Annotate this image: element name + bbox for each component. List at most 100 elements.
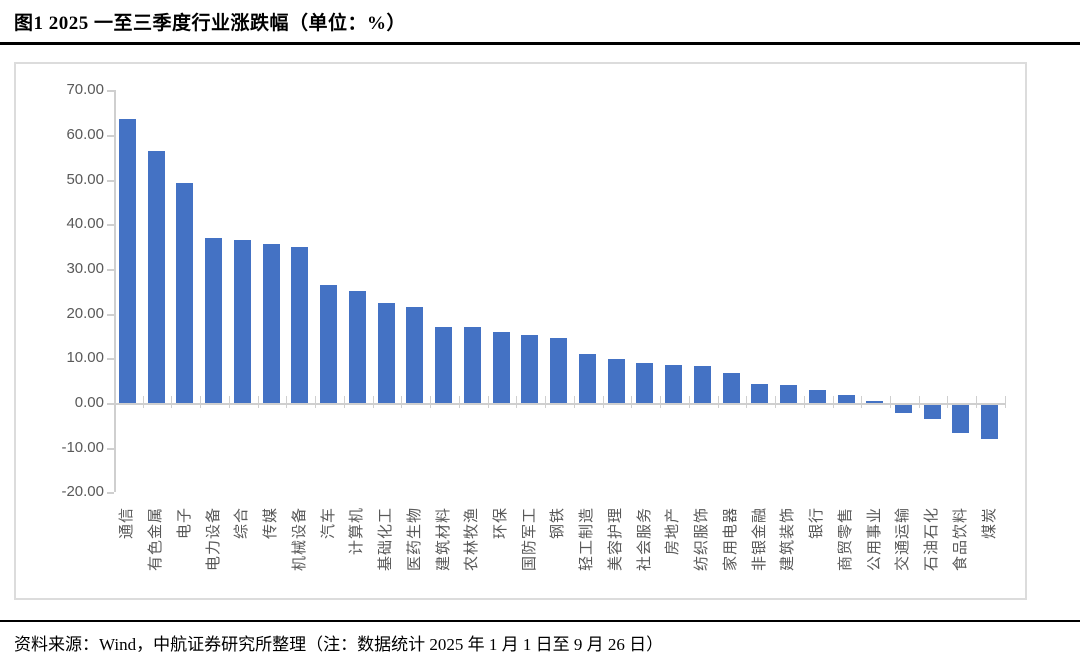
bar (665, 365, 683, 403)
bar (406, 306, 424, 403)
x-axis-tick (832, 396, 834, 408)
x-axis-tick (573, 396, 575, 408)
category-label: 基础化工 (377, 507, 395, 572)
category-label: 传媒 (262, 507, 280, 540)
bar (320, 284, 338, 403)
y-axis-tick-label: 0.00 (74, 394, 104, 411)
category-label: 商贸零售 (836, 507, 854, 572)
bar (176, 182, 194, 403)
footer-divider (0, 620, 1080, 622)
plot-area: 70.00 60.00 50.00 40.00 30.00 20.00 10.00 0.00 -… (16, 64, 1025, 598)
y-axis-tick-label: 20.00 (66, 304, 104, 322)
y-axis-tick (107, 313, 114, 316)
x-axis-tick (889, 396, 891, 408)
x-axis-tick (401, 396, 403, 408)
bar (636, 363, 654, 403)
x-axis-tick (688, 396, 690, 408)
bar (837, 394, 855, 403)
category-label: 食品饮料 (951, 507, 969, 572)
x-axis-tick (372, 396, 374, 408)
bar (722, 372, 740, 403)
x-axis-tick (228, 396, 230, 408)
x-axis-tick (602, 396, 604, 408)
x-axis-tick (487, 396, 489, 408)
category-label: 建筑装饰 (779, 507, 797, 572)
x-axis-tick (631, 396, 633, 408)
bar (463, 327, 481, 403)
x-axis-tick (286, 396, 288, 408)
bar (894, 405, 912, 414)
bar (262, 244, 280, 403)
bar (348, 291, 366, 403)
x-axis-tick (516, 396, 518, 408)
y-axis-tick (107, 447, 114, 450)
y-axis-tick (107, 358, 114, 361)
x-axis-tick (458, 396, 460, 408)
x-axis-tick (803, 396, 805, 408)
title-divider (0, 42, 1080, 45)
category-label: 银行 (808, 507, 826, 540)
category-label: 钢铁 (549, 507, 567, 540)
y-axis-tick (107, 134, 114, 137)
bar (693, 366, 711, 403)
x-axis-tick (315, 396, 317, 408)
x-axis-tick (343, 396, 345, 408)
x-axis-tick (717, 396, 719, 408)
category-label: 非银金融 (750, 507, 768, 572)
x-axis-tick (775, 396, 777, 408)
bar (521, 334, 539, 403)
category-label: 公用事业 (865, 507, 883, 572)
y-axis-tick-label: -10.00 (61, 438, 104, 456)
category-label: 医药生物 (405, 507, 423, 572)
category-label: 汽车 (319, 507, 337, 540)
bar (780, 385, 798, 403)
y-axis-tick-label: 60.00 (66, 125, 104, 143)
chart-frame: 70.00 60.00 50.00 40.00 30.00 20.00 10.00 0.00 -… (14, 62, 1027, 600)
category-label: 电力设备 (204, 507, 222, 572)
category-label: 有色金属 (147, 507, 165, 572)
bar (233, 240, 251, 403)
x-axis-line (114, 403, 1006, 405)
bar (808, 390, 826, 403)
y-axis-tick (107, 403, 114, 405)
category-label: 家用电器 (721, 507, 739, 572)
y-axis-tick-label: 40.00 (66, 215, 104, 233)
y-axis-tick (107, 492, 114, 495)
y-axis-tick (107, 179, 114, 182)
y-axis-tick (107, 268, 114, 271)
category-label: 电子 (175, 507, 193, 540)
bar (492, 331, 510, 403)
y-axis-tick-label: 10.00 (66, 349, 104, 367)
category-label: 机械设备 (290, 507, 308, 572)
x-axis-tick (1004, 396, 1006, 408)
category-label: 环保 (491, 507, 509, 540)
y-axis-tick (107, 224, 114, 227)
x-axis-tick (430, 396, 432, 408)
category-label: 通信 (118, 507, 136, 540)
x-axis-tick (918, 396, 920, 408)
category-label: 石油石化 (923, 507, 941, 572)
bar (119, 119, 136, 403)
x-axis-tick (142, 396, 144, 408)
y-axis-tick-label: 70.00 (66, 81, 104, 99)
x-axis-tick (947, 396, 949, 408)
bar (291, 246, 309, 403)
bar (981, 405, 999, 439)
x-axis-tick (746, 396, 748, 408)
category-label: 建筑材料 (434, 507, 452, 572)
x-axis-tick (660, 396, 662, 408)
category-label: 煤炭 (980, 507, 998, 540)
bar (923, 405, 941, 420)
x-axis-tick (861, 396, 863, 408)
y-axis-tick (107, 90, 114, 93)
category-label: 国防军工 (520, 507, 538, 572)
category-label: 纺织服饰 (693, 507, 711, 572)
y-axis-line (114, 90, 116, 493)
category-label: 轻工制造 (578, 507, 596, 572)
y-axis-tick-label: 30.00 (66, 259, 104, 277)
source-note: 资料来源：Wind，中航证券研究所整理（注：数据统计 2025 年 1 月 1 … (14, 635, 664, 654)
x-axis-tick (257, 396, 259, 408)
bar (147, 151, 165, 403)
bar (435, 326, 453, 403)
category-label: 计算机 (348, 507, 366, 556)
